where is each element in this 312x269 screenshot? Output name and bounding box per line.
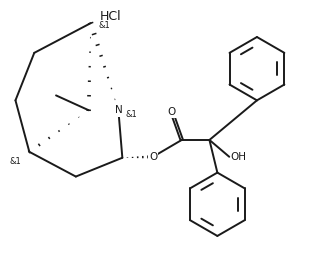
Text: &1: &1	[125, 110, 137, 119]
Text: O: O	[168, 107, 176, 117]
Text: &1: &1	[10, 157, 21, 166]
Text: N: N	[115, 105, 122, 115]
Text: &1: &1	[99, 21, 110, 30]
Text: O: O	[149, 152, 157, 162]
Text: OH: OH	[230, 152, 246, 162]
Text: HCl: HCl	[100, 10, 121, 23]
